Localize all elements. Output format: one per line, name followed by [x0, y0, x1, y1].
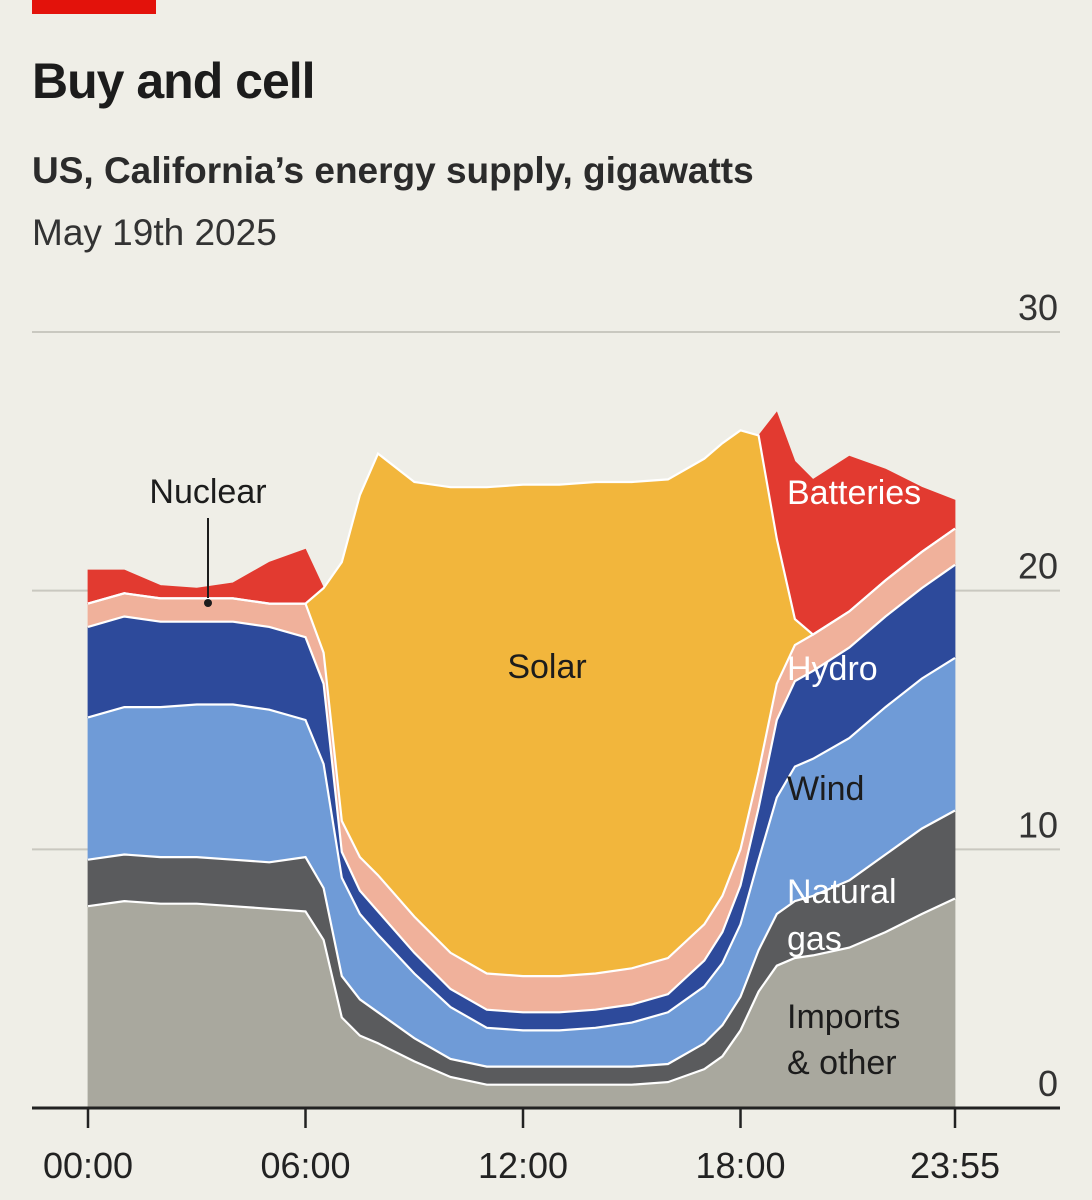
label-imports-line2: & other: [787, 1044, 897, 1082]
y-tick-label-30: 30: [1018, 287, 1058, 328]
brand-red-tab: [32, 0, 156, 14]
x-tick-label-1800: 18:00: [695, 1145, 785, 1186]
x-tick-label-0000: 00:00: [43, 1145, 133, 1186]
label-imports-line1: Imports: [787, 998, 900, 1036]
y-tick-label-20: 20: [1018, 546, 1058, 587]
label-solar: Solar: [507, 648, 586, 686]
separator-line: [87, 656, 956, 1032]
separator-line: [87, 429, 956, 636]
separator-line: [87, 897, 956, 1086]
label-natural-gas-line1: Natural: [787, 873, 897, 911]
label-wind: Wind: [787, 770, 864, 808]
separator-line: [87, 563, 956, 1014]
x-tick-label-0600: 06:00: [260, 1145, 350, 1186]
label-nuclear: Nuclear: [149, 473, 266, 511]
label-batteries: Batteries: [787, 474, 921, 512]
chart-title: Buy and cell: [32, 53, 316, 109]
chart-date: May 19th 2025: [32, 212, 277, 253]
nuclear-pointer-dot: [204, 599, 212, 607]
label-hydro: Hydro: [787, 650, 878, 688]
y-tick-label-0: 0: [1038, 1063, 1058, 1104]
y-tick-label-10: 10: [1018, 804, 1058, 845]
label-natural-gas-line2: gas: [787, 920, 842, 958]
x-tick-label-2355: 23:55: [910, 1145, 1000, 1186]
chart-subtitle: US, California’s energy supply, gigawatt…: [32, 150, 754, 191]
separator-line: [87, 809, 956, 1068]
x-tick-label-1200: 12:00: [478, 1145, 568, 1186]
